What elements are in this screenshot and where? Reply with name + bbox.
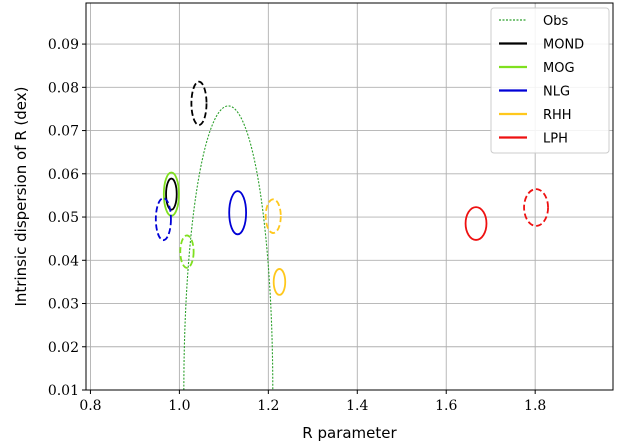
axis-ticks: 0.8 1.0 1.2 1.4 1.6 1.8 0.01 0.02 0.03 0.04 0.05 0.…: [48, 37, 546, 414]
rhh-ellipse-solid: [272, 268, 287, 296]
mog-ellipse-dashed: [179, 234, 195, 269]
observed-region: [183, 105, 274, 391]
y-tick-label: 0.05: [48, 210, 79, 226]
y-tick-label: 0.02: [48, 340, 79, 356]
legend-label-rhh: RHH: [543, 108, 572, 123]
x-tick-label: 1.4: [346, 398, 368, 414]
y-axis-label: Intrinsic dispersion of R (dex): [12, 87, 30, 307]
legend-label-lph: LPH: [543, 132, 568, 147]
lph-ellipse-dashed: [523, 188, 549, 227]
obs-curve: [183, 105, 274, 391]
x-tick-label: 1.8: [524, 398, 546, 414]
y-tick-label: 0.01: [48, 383, 79, 399]
nlg-ellipse-solid: [228, 190, 248, 236]
mond-ellipse-solid: [165, 177, 178, 211]
nlg-ellipse-dashed: [154, 197, 172, 242]
ellipses: [154, 80, 549, 296]
rhh-ellipse-dashed: [264, 198, 282, 234]
y-tick-label: 0.08: [48, 80, 79, 96]
x-axis-label: R parameter: [302, 424, 397, 442]
y-tick-label: 0.06: [48, 167, 79, 183]
legend-label-mond: MOND: [543, 38, 584, 53]
y-tick-label: 0.07: [48, 124, 79, 140]
x-tick-label: 1.6: [435, 398, 457, 414]
y-tick-label: 0.09: [48, 37, 79, 53]
y-tick-label: 0.04: [48, 253, 79, 269]
plot-frame: [85, 2, 614, 391]
x-tick-label: 0.8: [79, 398, 101, 414]
x-tick-label: 1.2: [257, 398, 279, 414]
legend: Obs MOND MOG NLG RHH LPH: [490, 7, 610, 154]
legend-label-nlg: NLG: [543, 85, 570, 100]
legend-label-mog: MOG: [543, 61, 575, 76]
lph-ellipse-solid: [464, 206, 488, 241]
x-tick-label: 1.0: [168, 398, 190, 414]
y-tick-label: 0.03: [48, 297, 79, 313]
mond-ellipse-dashed: [190, 80, 208, 126]
legend-label-obs: Obs: [543, 14, 568, 29]
